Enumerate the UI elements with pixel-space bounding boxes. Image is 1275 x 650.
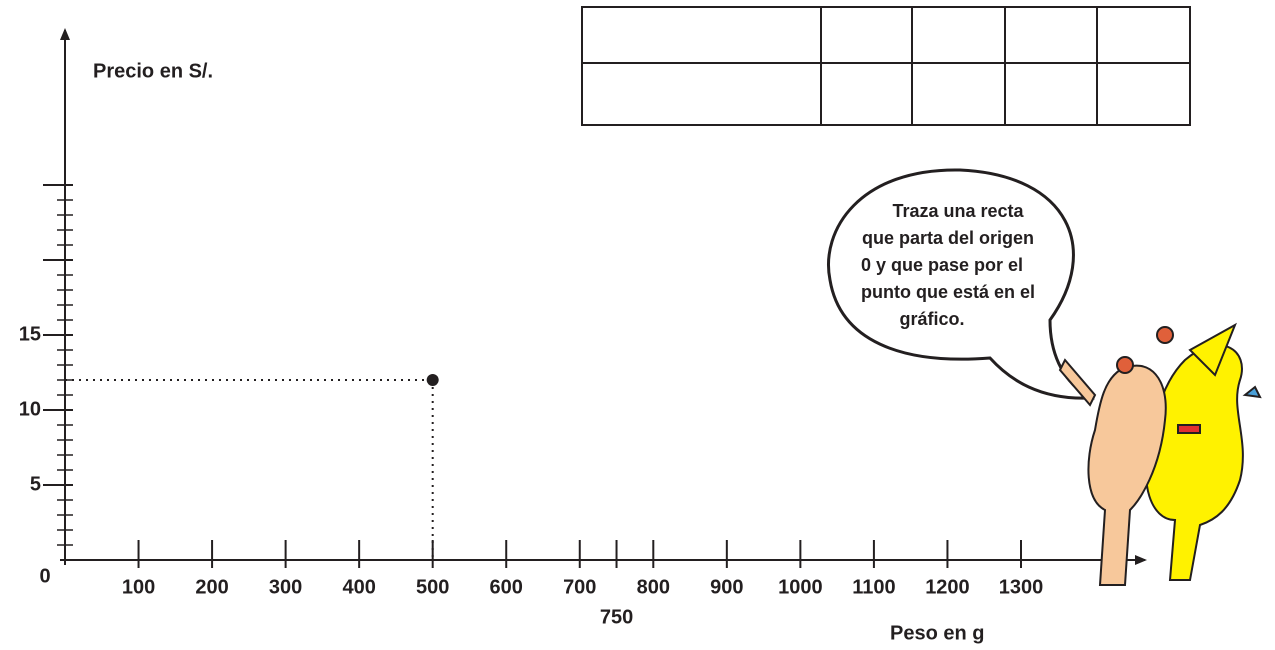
y-axis-title: Precio en S/. — [93, 60, 213, 82]
x-tick-label: 600 — [490, 576, 523, 598]
y-tick-label: 10 — [19, 398, 41, 420]
x-tick-label: 700 — [563, 576, 596, 598]
x-tick-label: 1100 — [852, 576, 895, 598]
x-tick-label: 1200 — [925, 576, 970, 598]
x-tick-label: 1300 — [999, 576, 1044, 598]
annotation-line: que parta del origen — [862, 228, 1034, 248]
x-tick-label: 750 — [600, 606, 633, 628]
annotation-line: 0 y que pase por el — [861, 255, 1023, 275]
x-tick-label: 800 — [637, 576, 670, 598]
x-tick-label: 300 — [269, 576, 302, 598]
y-tick-label: 5 — [30, 473, 41, 495]
annotation-line: gráfico. — [899, 309, 964, 329]
table — [582, 7, 1190, 125]
x-axis-title: Peso en g — [890, 622, 984, 644]
x-tick-label: 400 — [342, 576, 375, 598]
page: Precio en S/. Peso en g Traza una recta q… — [0, 0, 1275, 650]
x-tick-label: 0 — [39, 565, 50, 587]
cartoon — [1060, 325, 1260, 585]
chart: Precio en S/. Peso en g Traza una recta q… — [0, 0, 1275, 650]
annotation-line: punto que está en el — [861, 282, 1035, 302]
x-tick-label: 200 — [195, 576, 228, 598]
x-tick-label: 900 — [710, 576, 743, 598]
point — [427, 374, 439, 386]
x-tick-label: 1000 — [778, 576, 823, 598]
x-tick-label: 500 — [416, 576, 449, 598]
x-tick-label: 100 — [122, 576, 155, 598]
y-tick-label: 15 — [19, 323, 41, 345]
annotation-line: Traza una recta — [892, 201, 1024, 221]
